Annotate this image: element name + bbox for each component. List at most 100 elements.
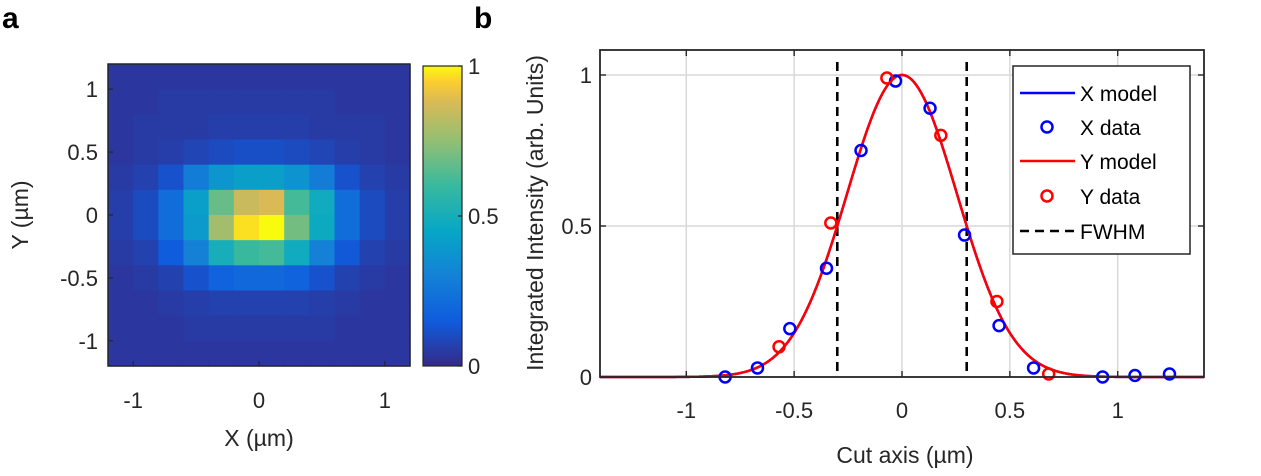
heatmap-cell — [384, 64, 411, 90]
y-data-point — [934, 128, 948, 143]
heatmap-cell — [284, 315, 310, 342]
heatmap-cell — [183, 189, 210, 216]
panel-a-letter: a — [2, 2, 19, 35]
heatmap-cell — [133, 189, 159, 216]
x-data-point — [854, 143, 868, 158]
heatmap-cell — [334, 164, 361, 191]
heatmap-cell — [208, 265, 235, 292]
heatmap-cell — [158, 290, 185, 317]
heatmap-cell — [259, 139, 285, 166]
heatmap-cell — [158, 114, 185, 141]
heatmap-cell — [158, 340, 185, 367]
x-axis-label: Cut axis (µm) — [836, 442, 973, 468]
heatmap-cell — [309, 215, 336, 241]
heatmap-y-tick-label: 0.5 — [67, 140, 98, 165]
x-data-point — [923, 101, 937, 115]
heatmap-cell — [208, 114, 235, 141]
x-tick-label: 0 — [896, 398, 908, 423]
x-tick-label: 1 — [1112, 398, 1124, 423]
heatmap-cell — [259, 240, 285, 266]
legend-x-data-swatch — [1040, 120, 1054, 134]
heatmap-cell — [284, 114, 310, 141]
heatmap-cell — [233, 315, 260, 342]
heatmap-cell — [359, 215, 386, 241]
heatmap-cell — [233, 64, 260, 90]
heatmap-cell — [183, 139, 210, 166]
heatmap-cell — [334, 315, 361, 342]
heatmap-cell — [183, 89, 210, 115]
y-data-point — [1041, 367, 1056, 381]
heatmap-cell — [284, 240, 310, 266]
heatmap-cell — [384, 240, 411, 266]
heatmap-cell — [309, 189, 336, 216]
heatmap-ticks — [108, 88, 386, 366]
heatmap-cell — [359, 164, 386, 191]
y-tick-label: 0.5 — [561, 214, 592, 239]
y-data-points — [772, 71, 1056, 381]
heatmap-cell — [384, 89, 411, 115]
heatmap-x-tick-label: 1 — [379, 388, 391, 413]
heatmap-cell — [359, 139, 386, 166]
x-data-point — [1128, 368, 1142, 383]
heatmap-cell — [158, 139, 185, 166]
heatmap-cell — [108, 340, 134, 367]
heatmap-cell — [284, 139, 310, 166]
heatmap-cell — [334, 139, 361, 166]
heatmap-cell — [259, 290, 285, 317]
colorbar — [422, 65, 463, 367]
heatmap-cell — [208, 315, 235, 342]
heatmap-cell — [284, 215, 310, 241]
heatmap-cell — [208, 240, 235, 266]
heatmap-cell — [284, 340, 310, 367]
heatmap-cell — [384, 315, 411, 342]
heatmap-cell — [108, 64, 134, 90]
heatmap-cell — [208, 340, 235, 367]
heatmap-cell — [158, 215, 185, 241]
heatmap-y-tick-label: -0.5 — [60, 266, 98, 291]
heatmap-cell — [359, 64, 386, 90]
heatmap-cell — [334, 240, 361, 266]
heatmap-cell — [384, 215, 411, 241]
heatmap-cell — [233, 139, 260, 166]
heatmap-cell — [208, 89, 235, 115]
heatmap-cell — [158, 89, 185, 115]
heatmap-cell — [259, 114, 285, 141]
heatmap-cell — [183, 340, 210, 367]
heatmap-cell — [259, 315, 285, 342]
heatmap-cell — [259, 64, 285, 90]
heatmap-cell — [284, 290, 310, 317]
heatmap-cell — [108, 189, 134, 216]
heatmap-cell — [158, 240, 185, 266]
fwhm-lines — [835, 62, 969, 377]
legend-x-data-label: X data — [1080, 117, 1141, 140]
heatmap-x-tick-label: 0 — [253, 388, 265, 413]
heatmap-cell — [334, 340, 361, 367]
x-data-point — [957, 228, 972, 242]
heatmap-cell — [384, 139, 411, 166]
heatmap-cell — [208, 139, 235, 166]
heatmap-cell — [259, 89, 285, 115]
heatmap-cell — [108, 89, 134, 115]
heatmap-cell — [233, 114, 260, 141]
heatmap-cell — [309, 265, 336, 292]
heatmap-cell — [208, 189, 235, 216]
heatmap-cell — [133, 215, 159, 241]
y-data-point — [880, 71, 894, 85]
heatmap-cell — [334, 89, 361, 115]
heatmap-y-axis-label: Y (µm) — [7, 180, 33, 249]
heatmap-cell — [359, 265, 386, 292]
panel-b-letter: b — [474, 2, 492, 35]
heatmap-cell — [359, 290, 386, 317]
heatmap-cell — [108, 164, 134, 191]
y-data-point — [772, 340, 786, 354]
heatmap-cell — [259, 265, 285, 292]
y-axis-label: Integrated Intensity (arb. Units) — [522, 55, 548, 371]
heatmap-cell — [133, 265, 159, 292]
heatmap-cell — [359, 315, 386, 342]
y-tick-labels: 00.51 — [561, 63, 592, 390]
heatmap-cell — [183, 265, 210, 292]
heatmap-cell — [183, 114, 210, 141]
x-tick-label: 0.5 — [995, 398, 1026, 423]
heatmap-cell — [183, 240, 210, 266]
